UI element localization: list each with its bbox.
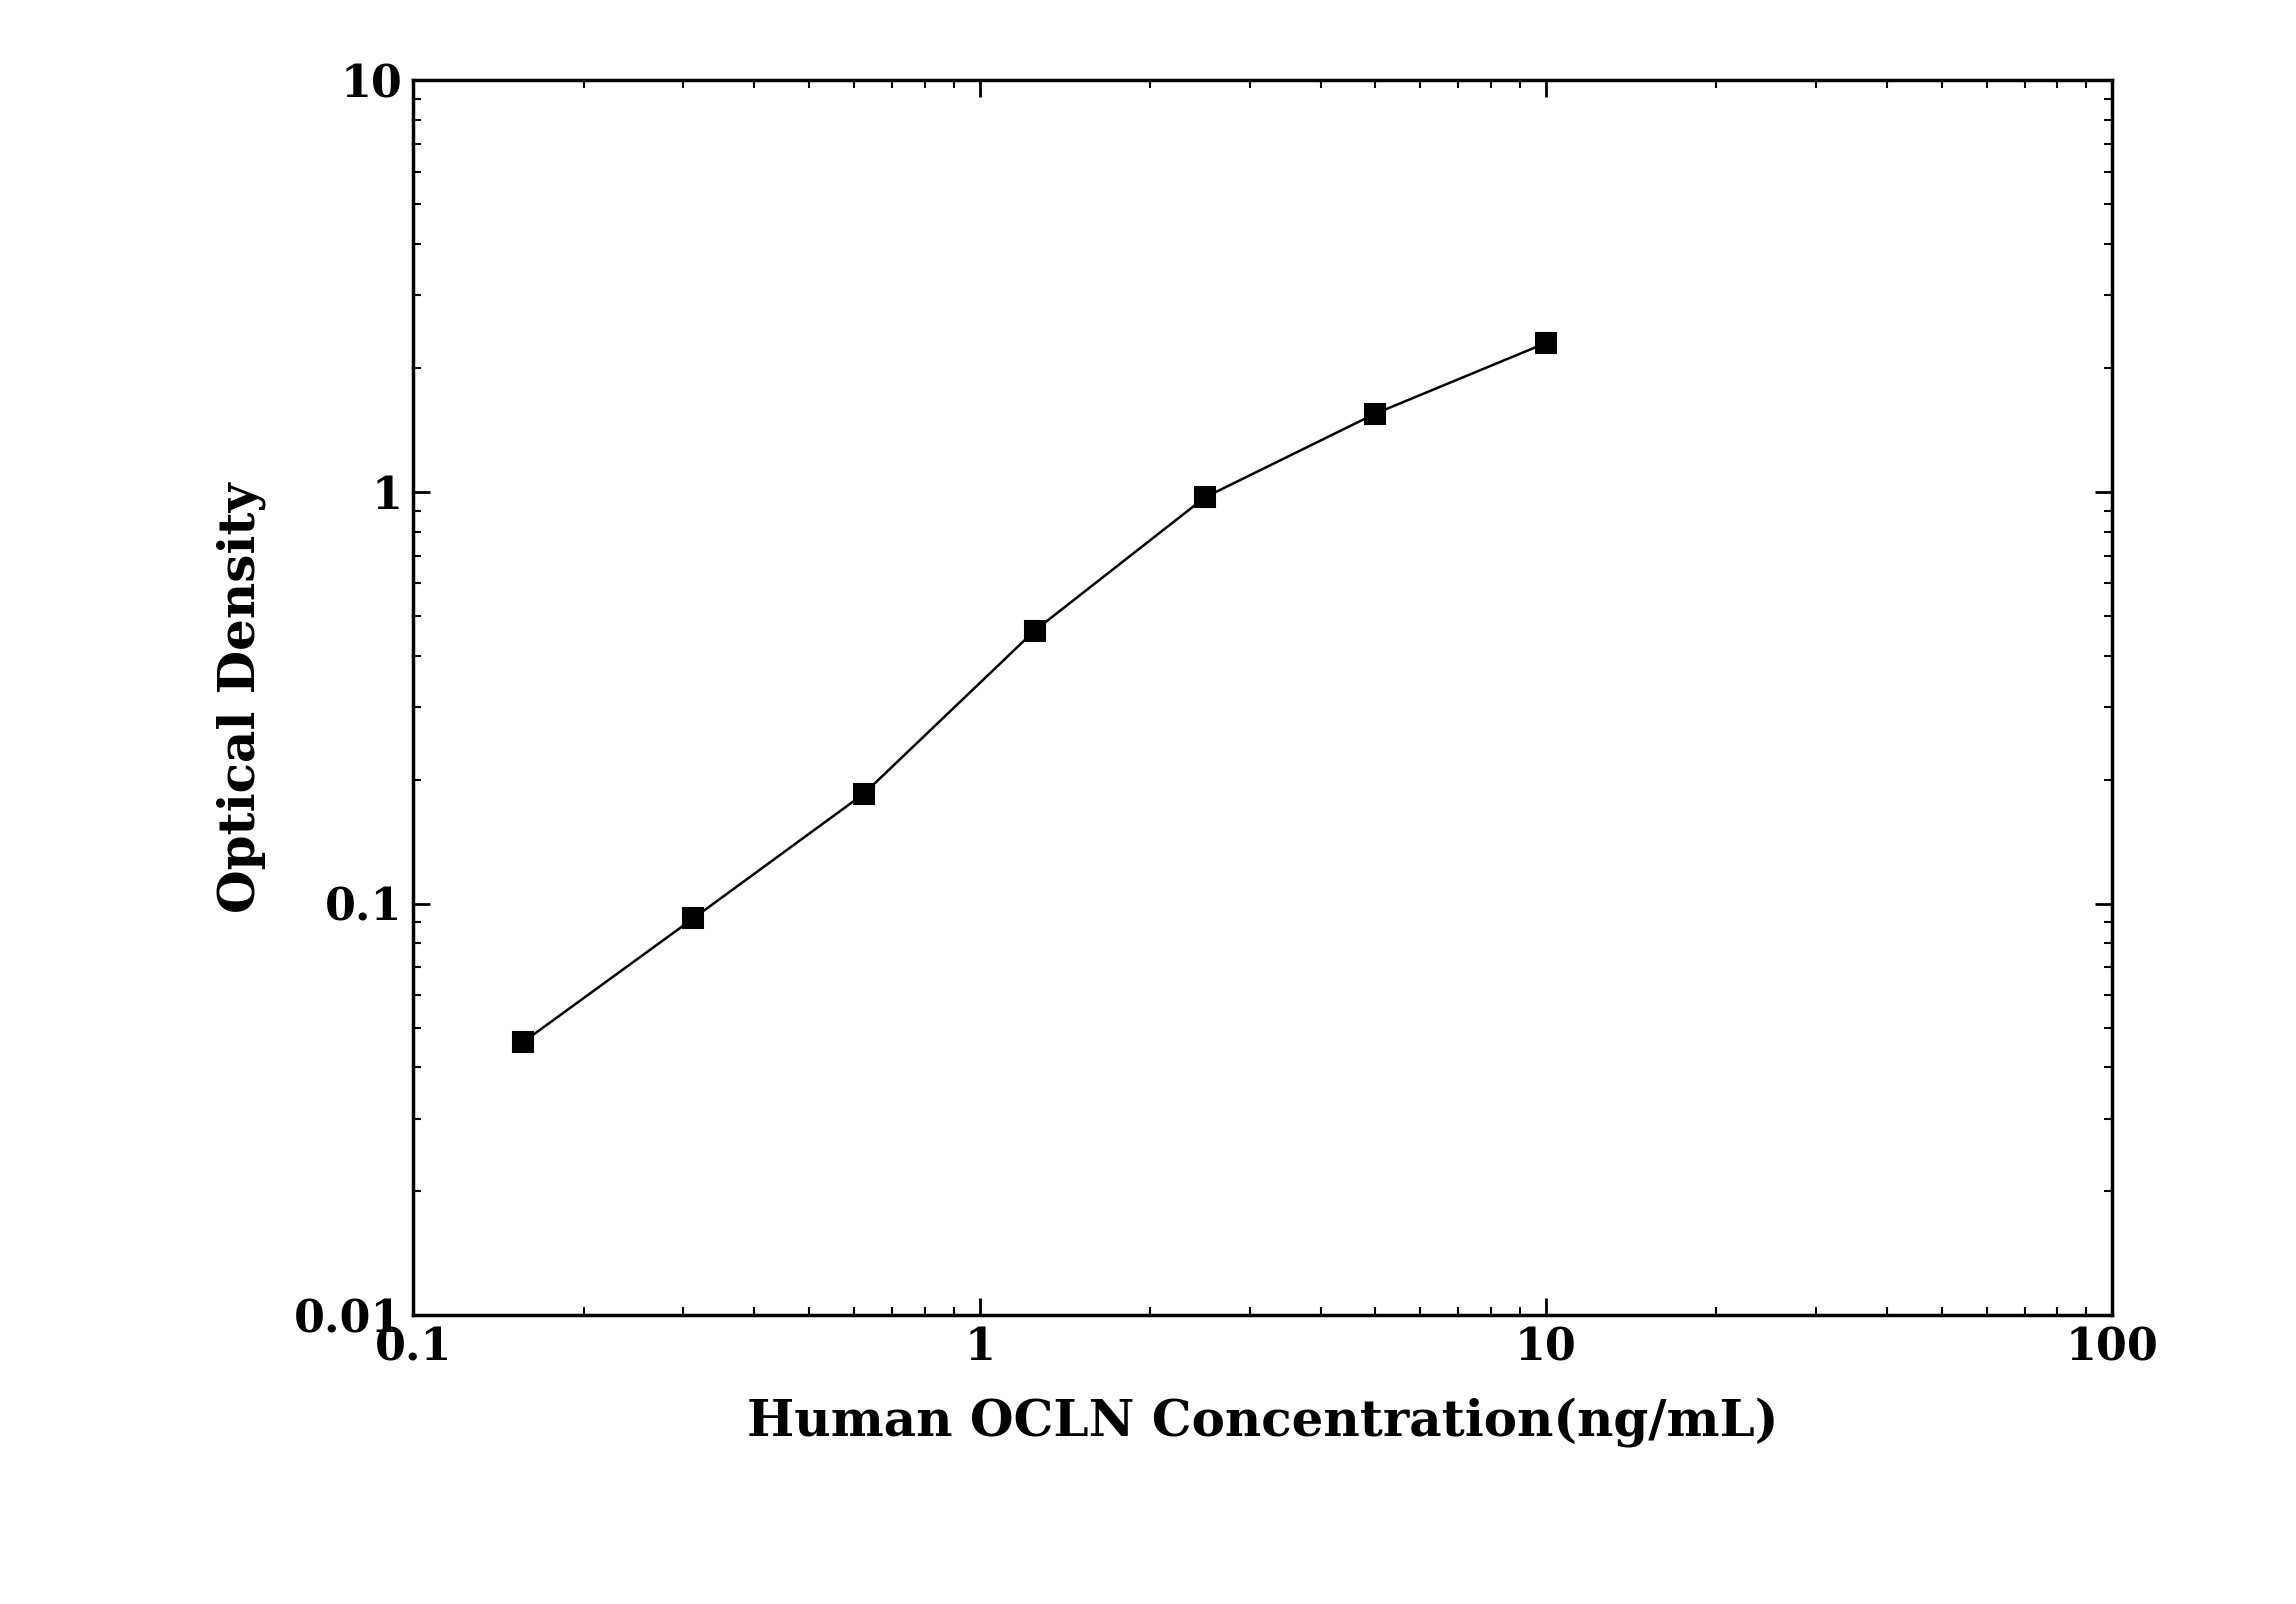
Y-axis label: Optical Density: Optical Density <box>216 483 266 913</box>
X-axis label: Human OCLN Concentration(ng/mL): Human OCLN Concentration(ng/mL) <box>746 1397 1779 1447</box>
